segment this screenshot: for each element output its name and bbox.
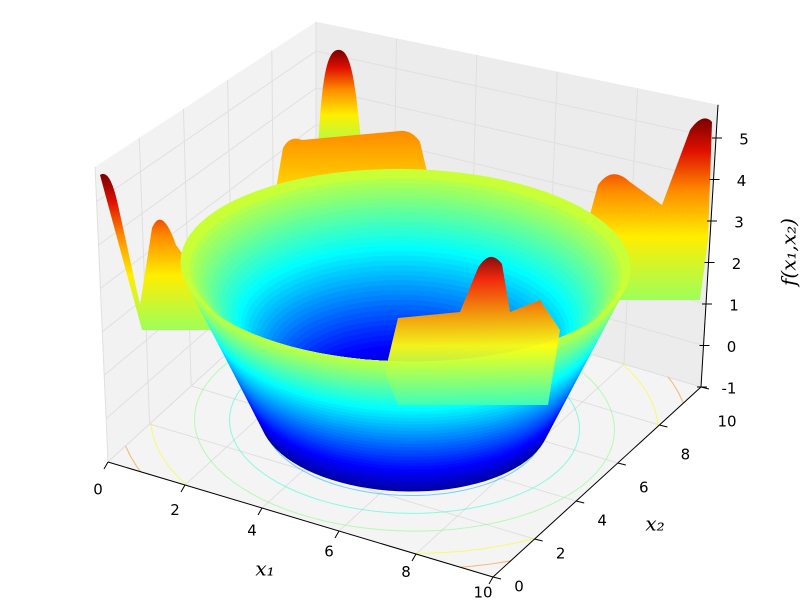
axis-line <box>492 386 702 578</box>
x-tick-label: 2 <box>170 501 180 519</box>
z-tick-label: 5 <box>739 131 749 149</box>
y-axis-label: x₂ <box>645 512 664 536</box>
y-tick-label: 4 <box>597 512 607 530</box>
y-tick <box>659 424 668 428</box>
grid-line <box>100 124 317 289</box>
y-tick-label: 2 <box>556 545 566 563</box>
y-tick <box>492 576 502 580</box>
z-tick-label: 4 <box>737 172 747 190</box>
axis-line <box>107 461 494 578</box>
grid-line <box>96 50 317 203</box>
y-tick-label: 6 <box>639 479 649 497</box>
y-tick-label: 8 <box>681 446 691 464</box>
x-tick <box>180 484 186 493</box>
x-tick <box>488 576 494 585</box>
z-axis-label: f(x₁,x₂) <box>777 218 800 288</box>
x-tick-label: 0 <box>93 481 103 499</box>
x-axis-label: x₁ <box>255 557 274 581</box>
z-tick-label: 2 <box>732 255 742 273</box>
z-tick-label: 0 <box>727 338 737 356</box>
surface-peak <box>318 49 362 150</box>
axes: 0 2 4 6 8 10 0 2 4 6 8 10 -1 0 1 2 3 4 5 <box>93 104 749 600</box>
x-tick <box>411 553 417 562</box>
x-tick <box>257 507 263 516</box>
contour <box>193 317 616 532</box>
y-tick <box>576 500 585 504</box>
z-tick-label: 3 <box>734 214 744 232</box>
x-tick <box>103 461 109 470</box>
grid-line <box>98 87 317 246</box>
y-tick-label: 0 <box>514 578 524 596</box>
x-tick-label: 8 <box>401 563 411 581</box>
surface-peak <box>385 256 560 405</box>
x-tick-label: 10 <box>473 584 492 600</box>
grid-line <box>94 166 109 463</box>
grid-line <box>315 50 717 139</box>
z-tick-label: 1 <box>729 297 739 315</box>
y-tick <box>617 462 626 466</box>
grid-line <box>315 87 714 180</box>
axis-line <box>700 104 719 388</box>
y-tick <box>534 538 543 542</box>
x-tick <box>334 530 340 539</box>
y-tick-label: 10 <box>717 413 736 431</box>
z-tick-label: -1 <box>722 380 737 398</box>
x-tick-label: 6 <box>324 542 334 560</box>
x-tick-label: 4 <box>247 522 257 540</box>
